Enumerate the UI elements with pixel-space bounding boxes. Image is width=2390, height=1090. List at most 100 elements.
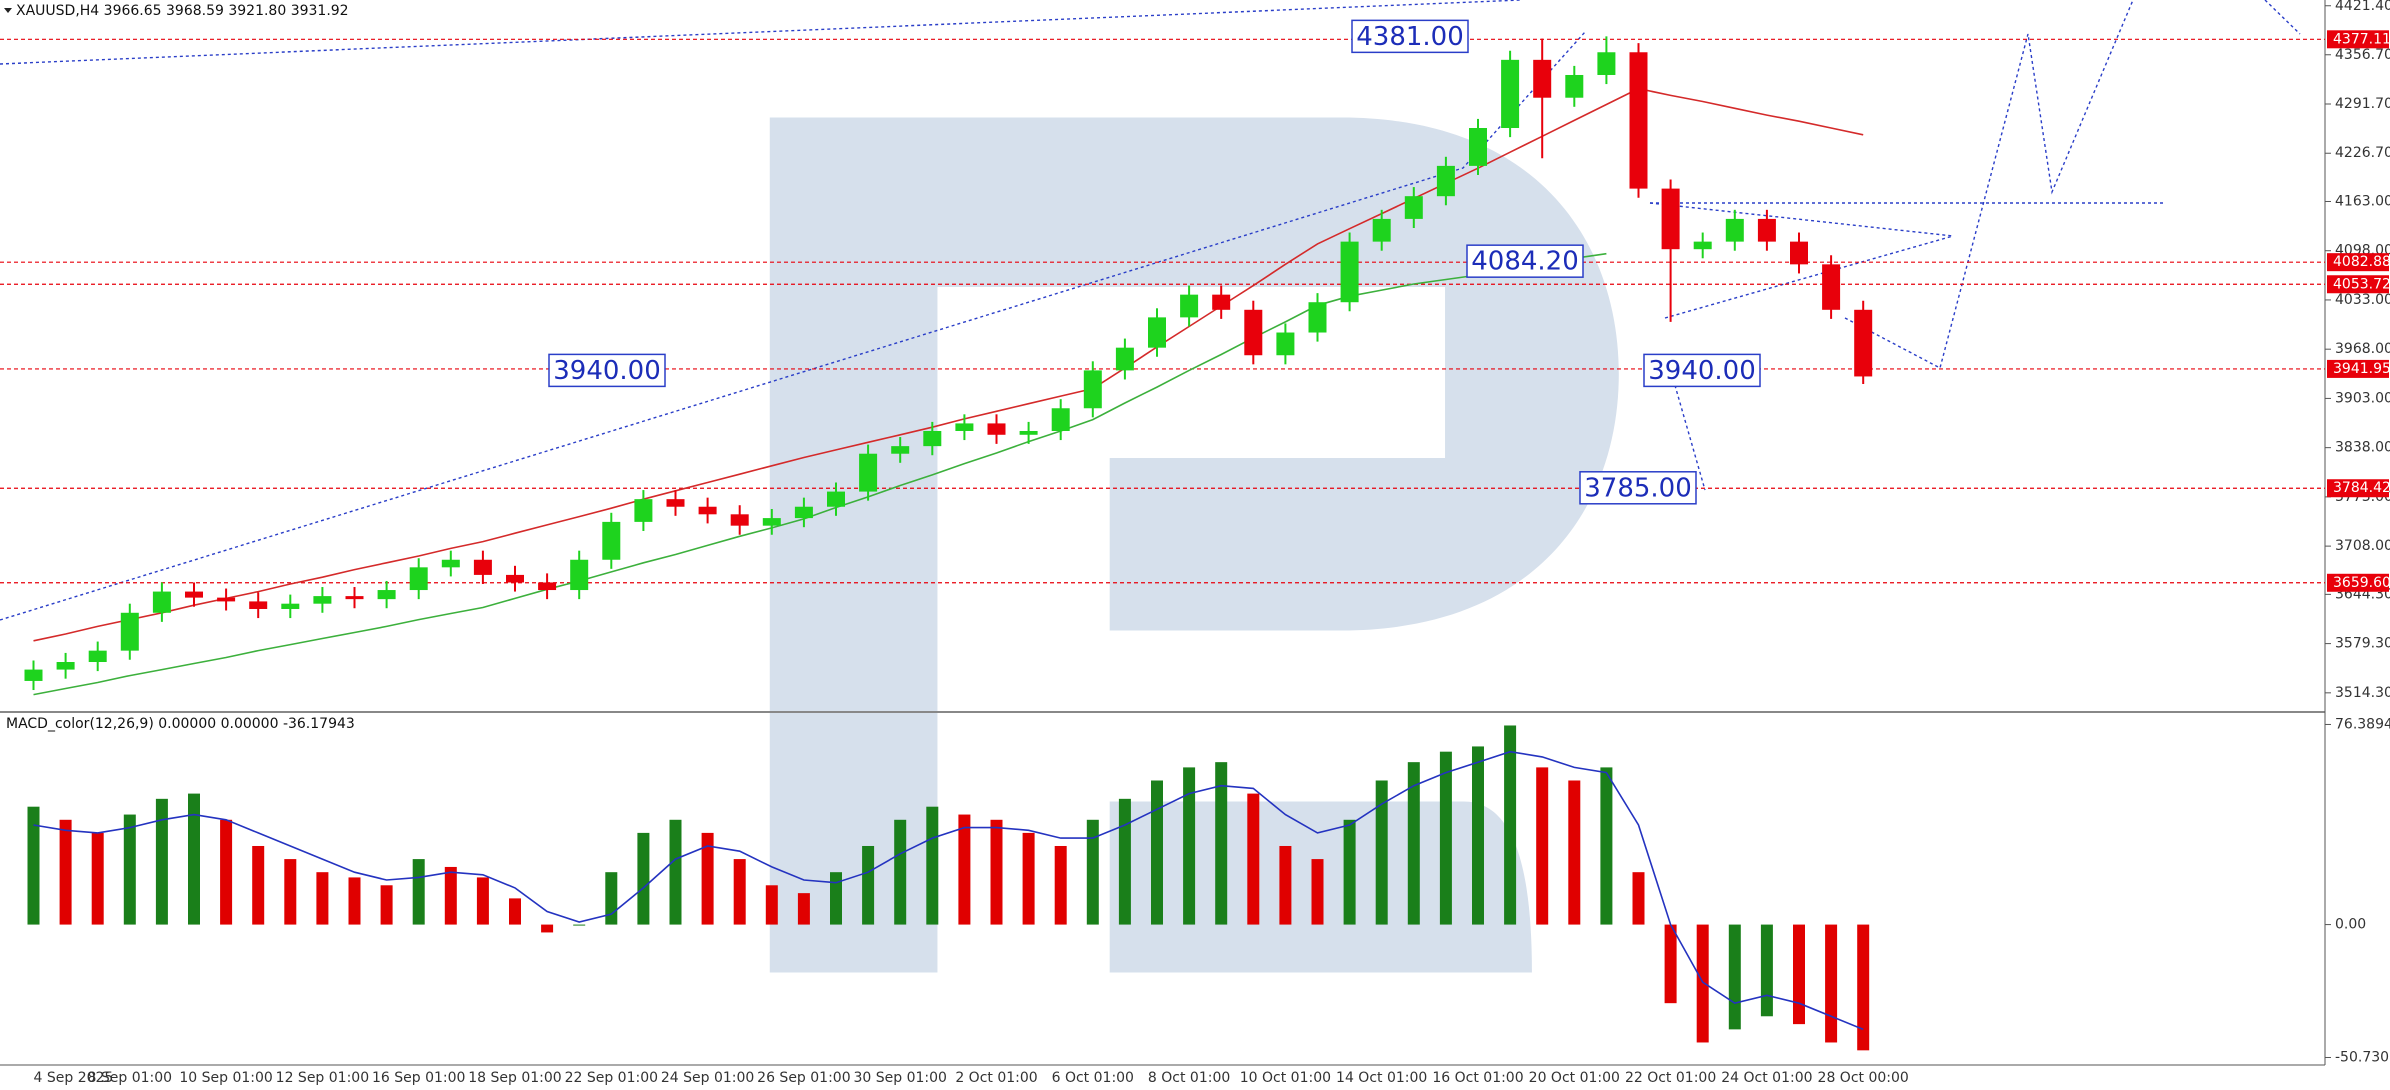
candle-body (1693, 241, 1712, 250)
macd-bar (765, 885, 778, 925)
candle-body (1436, 165, 1455, 197)
macd-bar (1857, 924, 1870, 1051)
annotation-box (1643, 353, 1761, 388)
candle-body (1051, 408, 1070, 431)
candle-body (923, 430, 942, 447)
y-tick-label: -50.73085 (2335, 1049, 2390, 1065)
macd-bar (155, 798, 168, 925)
candle-body (730, 514, 749, 526)
price-level-tag (2327, 253, 2389, 272)
x-tick-label: 16 Sep 01:00 (372, 1070, 465, 1086)
macd-bar (958, 814, 971, 925)
candle-body (987, 423, 1006, 435)
symbol-menu-icon[interactable] (4, 8, 12, 13)
macd-bar (509, 898, 521, 925)
candle-body (1501, 59, 1520, 129)
forecast-path (1844, 0, 2134, 370)
macd-bar (1568, 780, 1581, 925)
candle-body (1404, 196, 1423, 219)
candle-body (1019, 430, 1038, 435)
macd-bar (541, 924, 554, 933)
macd-bar (348, 877, 361, 925)
y-tick-label: 76.38942 (2335, 716, 2390, 732)
macd-bar (926, 806, 939, 925)
candle-body (859, 453, 878, 492)
candle-body (827, 491, 845, 507)
annotation-box (1466, 244, 1584, 278)
price-level-label: 4377.11 (2333, 31, 2390, 47)
price-level-label: 4053.72 (2333, 276, 2390, 292)
x-tick-label: 14 Oct 01:00 (1336, 1070, 1427, 1086)
macd-bar (412, 859, 425, 925)
candle-body (1276, 332, 1295, 356)
price-level-label: 3941.95 (2333, 361, 2390, 377)
macd-bar (1118, 798, 1131, 925)
x-tick-label: 22 Sep 01:00 (565, 1070, 658, 1086)
candle-body (1148, 317, 1166, 348)
x-tick-label: 2 Oct 01:00 (955, 1070, 1037, 1086)
macd-bar (669, 819, 682, 925)
candle-body (313, 596, 332, 604)
candle-body (698, 506, 717, 515)
macd-bar (894, 819, 907, 925)
macd-bar (1343, 819, 1356, 925)
price-level-tag (2327, 30, 2389, 49)
macd-bar (380, 885, 393, 925)
watermark-shape (769, 117, 1619, 973)
macd-bar (444, 866, 457, 925)
candle-body (249, 601, 268, 609)
candle-body (1790, 241, 1808, 265)
x-tick-label: 26 Sep 01:00 (757, 1070, 850, 1086)
macd-bar (862, 845, 875, 925)
macd-bar (252, 845, 265, 925)
macd-bar (990, 819, 1003, 925)
candle-body (538, 582, 557, 591)
macd-bar (1728, 924, 1741, 1030)
trend-line (1649, 202, 1954, 319)
macd-bar (188, 793, 200, 925)
y-tick-label: 3708.00 (2335, 538, 2390, 554)
forecast-path (2264, 0, 2301, 35)
macd-bar (1151, 780, 1163, 925)
candle-body (1212, 294, 1231, 310)
candle-body (1854, 309, 1873, 377)
trend-line (0, 0, 1521, 65)
candle-body (1661, 188, 1680, 250)
candle-body (1180, 294, 1199, 318)
candle-body (281, 603, 300, 609)
x-tick-label: 6 Oct 01:00 (1052, 1070, 1134, 1086)
annotation-label: 4381.00 (1356, 22, 1464, 52)
indicator-title: MACD_color(12,26,9) 0.00000 0.00000 -36.… (6, 716, 355, 732)
x-tick-label: 24 Oct 01:00 (1721, 1070, 1812, 1086)
price-level-label: 4082.88 (2333, 254, 2390, 270)
annotation-label: 3785.00 (1584, 473, 1692, 503)
y-tick-label: 4421.40 (2335, 0, 2390, 14)
trend-line (0, 31, 1586, 621)
x-tick-label: 24 Sep 01:00 (661, 1070, 754, 1086)
candle-body (1115, 347, 1134, 371)
chart-title: XAUUSD,H4 3966.65 3968.59 3921.80 3931.9… (16, 3, 349, 19)
x-tick-label: 8 Sep 01:00 (88, 1070, 173, 1086)
macd-bar (1664, 924, 1677, 1004)
x-tick-label: 16 Oct 01:00 (1432, 1070, 1523, 1086)
candle-body (1372, 218, 1391, 242)
y-tick-label: 4226.70 (2335, 145, 2390, 161)
macd-bar (91, 832, 104, 925)
macd-bar (316, 872, 329, 925)
x-tick-label: 8 Oct 01:00 (1148, 1070, 1230, 1086)
annotation-label: 4084.20 (1471, 247, 1579, 277)
candle-body (1083, 370, 1102, 409)
x-tick-label: 22 Oct 01:00 (1625, 1070, 1716, 1086)
candle-body (762, 518, 781, 526)
annotation-label: 3940.00 (1648, 356, 1756, 386)
x-tick-label: 28 Oct 00:00 (1818, 1070, 1909, 1086)
candle-body (185, 591, 203, 598)
candle-body (473, 559, 492, 575)
macd-bar (1504, 725, 1517, 925)
x-tick-label: 12 Sep 01:00 (276, 1070, 369, 1086)
x-tick-label: 10 Sep 01:00 (179, 1070, 272, 1086)
candle-body (1629, 52, 1648, 189)
candle-body (1725, 218, 1744, 242)
